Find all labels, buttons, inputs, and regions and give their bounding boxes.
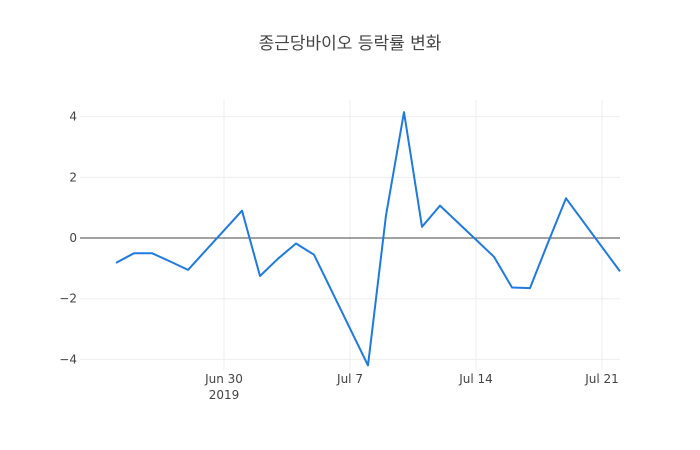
- chart-title: 종근당바이오 등락률 변화: [259, 34, 442, 54]
- x-tick-label: Jul 14: [458, 372, 493, 386]
- x-tick-label: Jul 7: [336, 372, 363, 386]
- series-line: [115, 111, 621, 367]
- y-tick-label: 2: [69, 170, 77, 184]
- y-tick-label: 4: [69, 110, 77, 124]
- grid: [80, 100, 620, 370]
- x-tick-label: Jun 30: [204, 372, 243, 386]
- x-tick-label: Jul 21: [584, 372, 619, 386]
- plot-area: [115, 111, 621, 367]
- y-tick-label: −2: [59, 292, 77, 306]
- x-tick-sublabel: 2019: [209, 388, 240, 402]
- y-tick-label: 0: [69, 231, 77, 245]
- axes: Jun 30 2019 Jul 7 Jul 14 Jul 21 −4 −2 0 2 4: [59, 110, 618, 402]
- y-tick-label: −4: [59, 352, 77, 366]
